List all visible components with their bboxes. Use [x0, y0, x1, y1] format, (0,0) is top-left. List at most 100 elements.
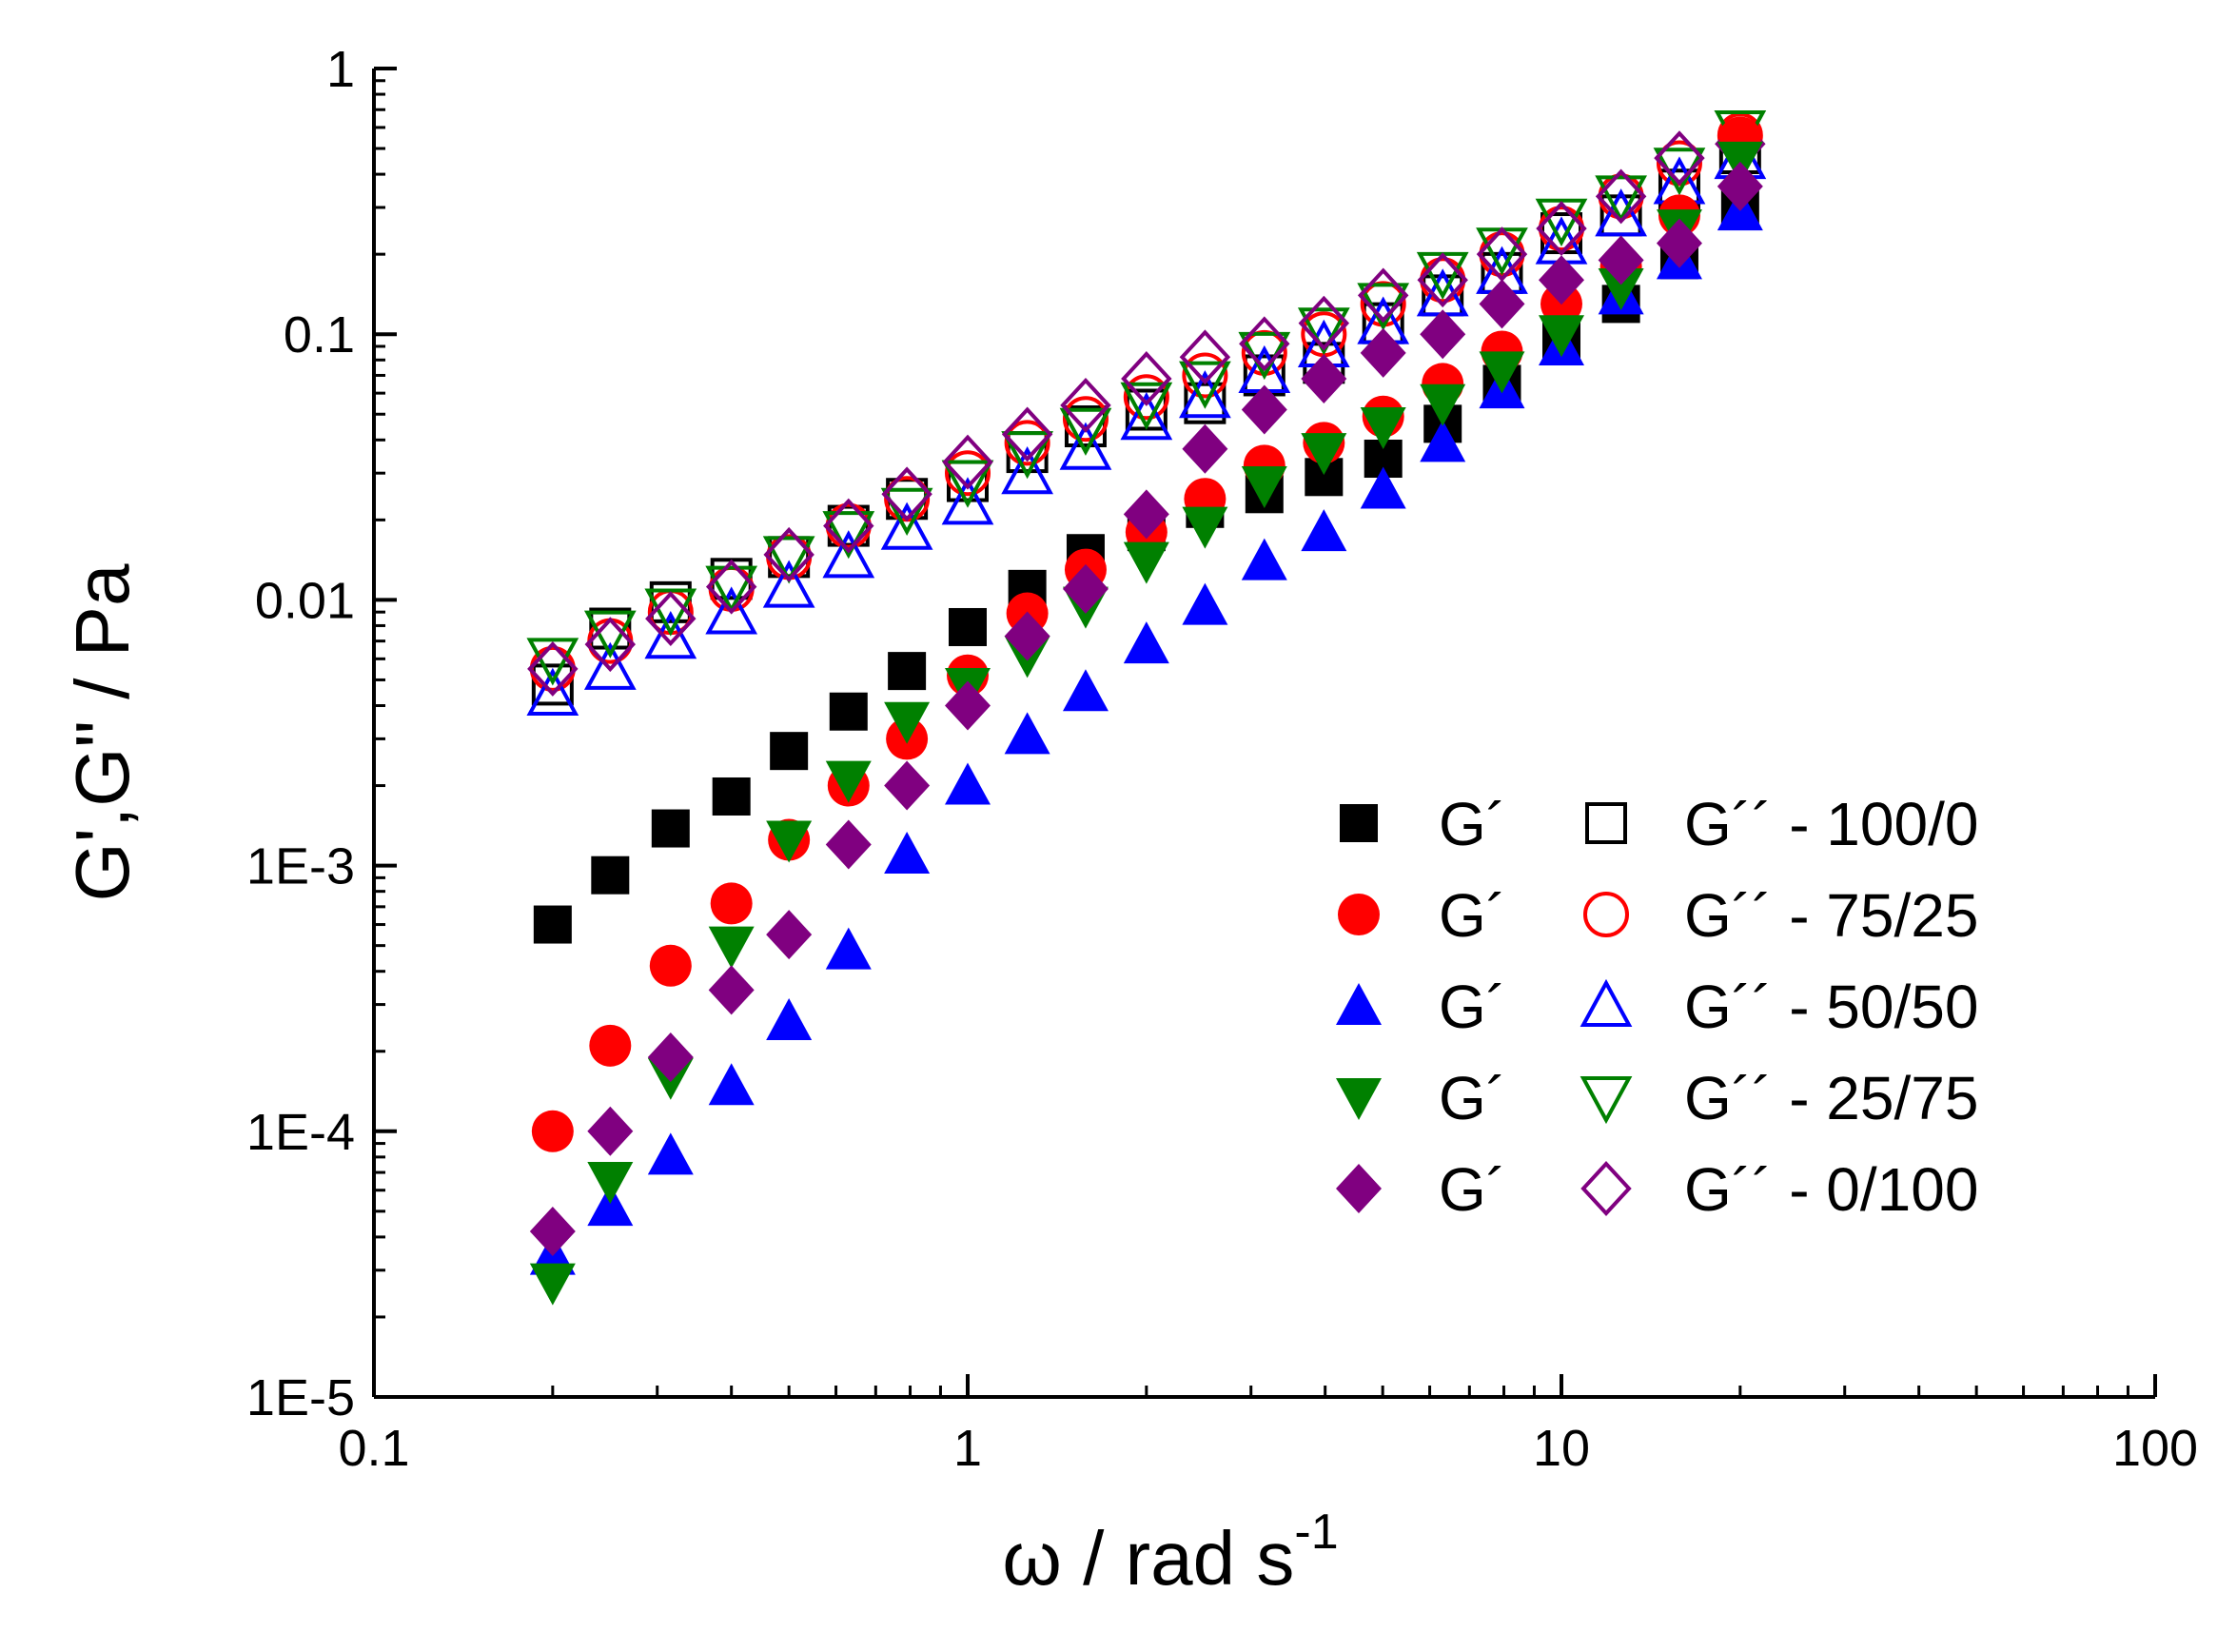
data-point	[1535, 198, 1588, 246]
legend-label: G´	[1439, 881, 1506, 950]
data-point	[825, 927, 872, 970]
data-point	[1120, 382, 1173, 430]
data-point	[1001, 446, 1054, 495]
data-point	[945, 450, 991, 497]
data-point	[825, 819, 872, 870]
legend-marker	[1336, 983, 1382, 1025]
data-point	[587, 1106, 634, 1156]
data-point	[647, 1032, 694, 1082]
x-axis-title-main: ω / rad s	[1002, 1516, 1294, 1601]
data-point	[529, 1206, 576, 1256]
data-point	[1004, 611, 1050, 661]
data-point	[1239, 316, 1290, 372]
data-points	[526, 110, 1767, 1306]
data-point	[1298, 295, 1350, 351]
data-point	[1539, 315, 1584, 358]
data-point	[531, 663, 574, 706]
data-point	[822, 530, 875, 579]
data-point	[705, 586, 758, 635]
data-point	[1357, 267, 1409, 324]
data-point	[1182, 352, 1228, 399]
series-g-25-75	[529, 141, 1763, 1306]
data-point	[829, 692, 868, 731]
data-point	[583, 641, 637, 690]
legend-label: G´´ - 50/50	[1684, 973, 1978, 1041]
data-point	[1595, 188, 1648, 237]
data-point	[526, 667, 579, 716]
data-point	[710, 882, 753, 925]
legend-marker	[1580, 978, 1633, 1027]
data-point	[645, 591, 697, 647]
data-point	[945, 680, 991, 731]
data-point	[766, 534, 813, 580]
data-point	[766, 997, 813, 1040]
series-g-0-100	[529, 161, 1763, 1256]
data-point	[712, 777, 751, 816]
data-point	[1479, 279, 1525, 329]
data-point	[649, 944, 692, 987]
data-point	[1301, 353, 1347, 403]
data-point	[1360, 466, 1406, 509]
data-point	[651, 809, 690, 848]
data-point	[1360, 327, 1406, 378]
data-point	[1179, 370, 1231, 419]
legend-label: G´	[1439, 973, 1506, 1041]
data-point	[526, 638, 579, 686]
data-point	[1123, 489, 1169, 540]
data-point	[1539, 255, 1584, 305]
data-point	[1420, 384, 1466, 426]
data-point	[1536, 201, 1587, 257]
x-tick-label: 10	[1533, 1420, 1590, 1477]
x-tick-label: 0.1	[338, 1420, 409, 1477]
data-point	[1120, 392, 1173, 441]
data-point	[1179, 361, 1231, 409]
data-point	[1598, 235, 1644, 285]
data-point	[766, 820, 813, 863]
legend-label: G´	[1439, 1064, 1506, 1132]
data-point	[1241, 465, 1287, 508]
data-point	[1297, 307, 1350, 356]
data-point	[941, 477, 994, 525]
data-point	[884, 832, 931, 875]
data-point	[708, 965, 755, 1015]
data-point	[1417, 252, 1468, 308]
data-point	[945, 762, 991, 805]
data-point	[762, 536, 815, 584]
data-point	[763, 526, 814, 582]
data-point	[1182, 506, 1228, 549]
y-axis-title: G',G" / Pa	[60, 563, 145, 901]
data-point	[1598, 268, 1644, 311]
data-point	[1301, 509, 1347, 552]
data-point	[1420, 420, 1466, 462]
legend-marker	[1338, 894, 1380, 935]
data-point	[531, 1110, 574, 1152]
data-point	[888, 652, 927, 691]
data-point	[1062, 396, 1109, 442]
data-point	[1476, 226, 1528, 283]
data-point	[584, 617, 637, 673]
data-point	[1241, 538, 1287, 580]
data-point	[1241, 384, 1287, 435]
data-point	[1656, 218, 1702, 268]
data-point	[644, 588, 697, 637]
data-point	[1654, 130, 1705, 187]
y-tick-label: 0.01	[255, 572, 355, 629]
x-axis-title-superscript: -1	[1294, 1504, 1338, 1560]
data-point	[587, 1184, 634, 1227]
legend-label: G´	[1439, 1155, 1506, 1224]
data-point	[1062, 563, 1109, 614]
data-point	[1001, 431, 1054, 480]
data-point	[1123, 541, 1169, 584]
data-point	[705, 565, 758, 614]
y-tick-label: 0.1	[284, 306, 355, 364]
data-point	[587, 1162, 634, 1205]
data-point	[708, 1063, 755, 1106]
data-point	[822, 511, 875, 560]
legend-label: G´´ - 100/0	[1684, 790, 1978, 858]
data-point	[1595, 175, 1648, 224]
data-point	[705, 559, 757, 615]
data-point	[1060, 377, 1111, 433]
legend-label: G´´ - 75/25	[1684, 881, 1978, 950]
data-point	[949, 607, 987, 646]
